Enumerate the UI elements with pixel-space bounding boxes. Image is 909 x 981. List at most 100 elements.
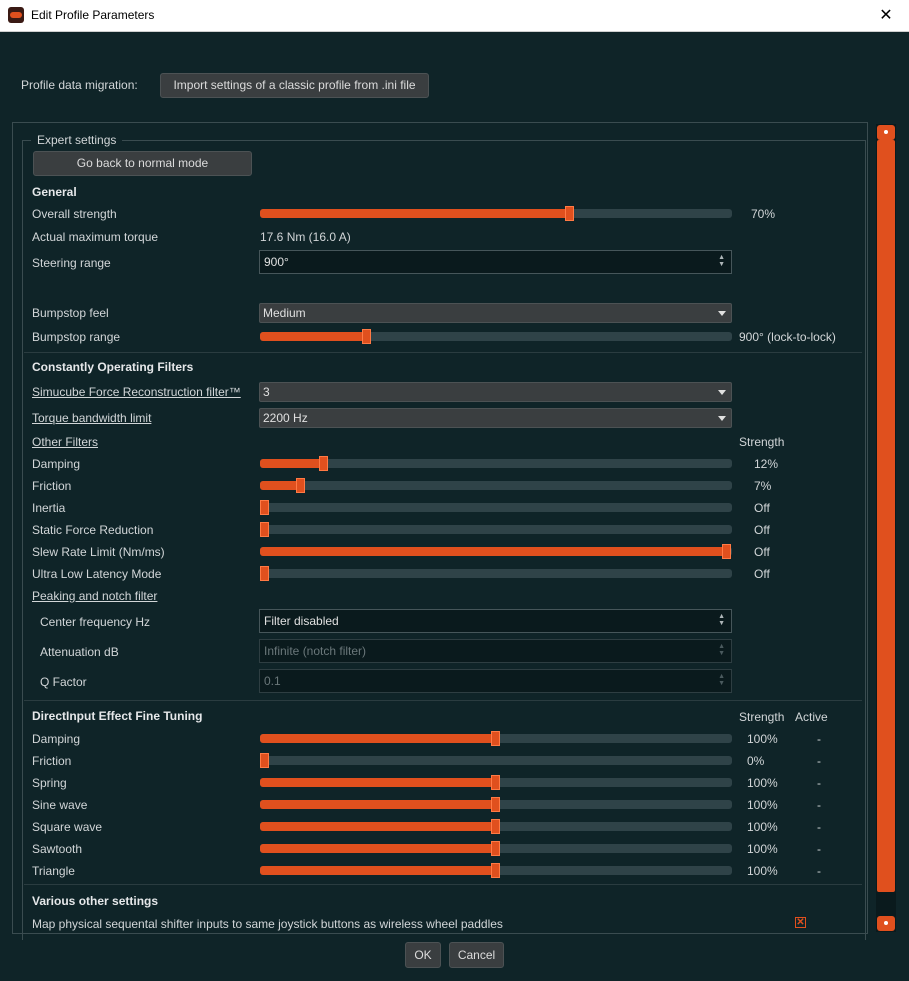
shifter-mapping-checkbox[interactable]: ✕ [795,917,806,928]
attenuation-spinbox: Infinite (notch filter) ▲ ▼ [259,639,732,663]
cancel-button[interactable]: Cancel [449,942,504,968]
slider-row-value: Off [754,501,770,515]
slider-handle[interactable] [260,753,269,768]
reconstruction-filter-select[interactable]: 3 [259,382,732,402]
slider-row-value: 100% [747,776,778,790]
slider-row-label: Triangle [32,864,75,878]
slider-row-active: - [817,820,821,834]
slider-handle[interactable] [491,797,500,812]
torque-bandwidth-link[interactable]: Torque bandwidth limit [32,411,152,425]
slider-handle[interactable] [260,522,269,537]
spin-arrows-icon: ▲ ▼ [718,643,725,657]
close-icon[interactable]: ✕ [879,7,893,24]
slider-handle[interactable] [260,500,269,515]
slider-handle[interactable] [564,206,574,221]
reconstruction-filter-link[interactable]: Simucube Force Reconstruction filter™ [32,385,241,399]
import-ini-button[interactable]: Import settings of a classic profile fro… [160,73,429,98]
slider-handle[interactable] [491,731,500,746]
bumpstop-range-slider[interactable] [260,329,732,344]
actual-torque-label: Actual maximum torque [32,230,159,244]
slider-handle[interactable] [296,478,306,493]
divider [24,352,862,353]
attenuation-label: Attenuation dB [40,645,119,659]
spin-arrows-icon[interactable]: ▲ ▼ [718,613,725,627]
slider-row-label: Slew Rate Limit (Nm/ms) [32,545,165,559]
chevron-down-icon [718,416,726,421]
steering-range-spinbox[interactable]: 900° ▲ ▼ [259,250,732,274]
slider-row-value: Off [754,545,770,559]
app-icon [8,7,24,23]
title-bar: Edit Profile Parameters ✕ [0,0,909,32]
slider-handle[interactable] [318,456,328,471]
slider-row-active: - [817,754,821,768]
slider-row-slider[interactable] [260,456,732,471]
center-frequency-label: Center frequency Hz [40,615,151,629]
slider-row-label: Sawtooth [32,842,83,856]
other-filters-link[interactable]: Other Filters [32,435,99,449]
slider-handle[interactable] [722,544,731,559]
divider [24,700,862,701]
slider-row-slider[interactable] [260,731,732,746]
scroll-down-button[interactable] [877,916,895,931]
scroll-up-button[interactable] [877,125,895,140]
bumpstop-feel-value: Medium [263,306,306,320]
slider-row-slider[interactable] [260,753,732,768]
other-section-title: Various other settings [32,894,159,908]
back-to-normal-button[interactable]: Go back to normal mode [33,151,252,176]
slider-row-value: 100% [747,798,778,812]
slider-row-label: Damping [32,732,81,746]
shifter-mapping-label: Map physical sequental shifter inputs to… [32,917,503,931]
slider-row-slider[interactable] [260,819,732,834]
slider-handle[interactable] [491,775,500,790]
slider-row-value: Off [754,567,770,581]
slider-row-label: Friction [32,479,72,493]
filters-section-title: Constantly Operating Filters [32,360,194,374]
q-factor-value: 0.1 [264,674,281,688]
slider-row-label: Damping [32,457,81,471]
slider-row-slider[interactable] [260,500,732,515]
migration-label: Profile data migration: [21,78,138,92]
slider-row-slider[interactable] [260,544,732,559]
attenuation-value: Infinite (notch filter) [264,644,367,658]
slider-row-slider[interactable] [260,775,732,790]
torque-bandwidth-select[interactable]: 2200 Hz [259,408,732,428]
center-frequency-spinbox[interactable]: Filter disabled ▲ ▼ [259,609,732,633]
slider-row-slider[interactable] [260,522,732,537]
slider-row-slider[interactable] [260,478,732,493]
filters-strength-header: Strength [739,435,785,449]
slider-handle[interactable] [361,329,371,344]
peaking-notch-link[interactable]: Peaking and notch filter [32,589,158,603]
slider-row-active: - [817,842,821,856]
slider-handle[interactable] [491,819,500,834]
scroll-down-icon [884,921,888,925]
slider-row-active: - [817,864,821,878]
expert-settings-group [22,140,866,940]
slider-row-slider[interactable] [260,841,732,856]
slider-row-value: 100% [747,732,778,746]
bumpstop-range-value: 900° (lock-to-lock) [739,330,836,344]
overall-strength-value: 70% [751,207,776,221]
bumpstop-feel-select[interactable]: Medium [259,303,732,323]
slider-row-slider[interactable] [260,863,732,878]
overall-strength-slider[interactable] [260,206,732,221]
bumpstop-range-label: Bumpstop range [32,330,121,344]
ok-button[interactable]: OK [405,942,441,968]
slider-handle[interactable] [260,566,269,581]
slider-row-slider[interactable] [260,566,732,581]
chevron-down-icon [718,311,726,316]
spin-arrows-icon[interactable]: ▲ ▼ [718,254,725,268]
slider-row-active: - [817,732,821,746]
di-active-header: Active [795,710,828,724]
di-strength-header: Strength [739,710,785,724]
window-title: Edit Profile Parameters [31,8,155,22]
chevron-down-icon [718,390,726,395]
slider-handle[interactable] [491,863,500,878]
slider-row-value: 0% [747,754,765,768]
slider-handle[interactable] [491,841,500,856]
slider-row-slider[interactable] [260,797,732,812]
slider-row-label: Static Force Reduction [32,523,154,537]
scrollbar-thumb[interactable] [877,140,895,892]
slider-row-value: 7% [754,479,772,493]
slider-row-label: Sine wave [32,798,88,812]
slider-row-active: - [817,776,821,790]
